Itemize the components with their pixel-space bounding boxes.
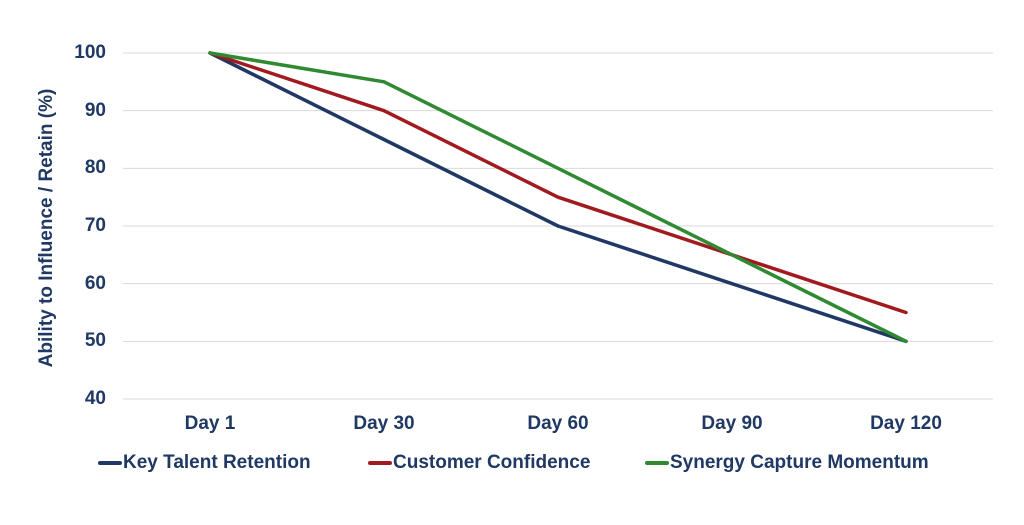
legend-swatch-icon	[98, 461, 122, 465]
x-tick-label: Day 120	[870, 413, 942, 434]
x-tick-label: Day 90	[701, 413, 763, 434]
y-tick-label: 70	[84, 215, 106, 236]
y-tick-label: 50	[84, 330, 106, 352]
legend-label: Key Talent Retention	[123, 452, 311, 473]
legend-entry: Synergy Capture Momentum	[645, 452, 929, 474]
legend-entry: Customer Confidence	[368, 452, 590, 474]
series-line	[208, 51, 908, 344]
x-tick-label: Day 30	[353, 413, 415, 434]
x-tick-label: Day 1	[184, 413, 236, 434]
x-tick-label: Day 60	[527, 413, 589, 434]
y-tick-label: 100	[74, 42, 106, 63]
y-tick-label: 80	[84, 157, 106, 179]
series-line	[208, 51, 908, 315]
legend-label: Synergy Capture Momentum	[670, 452, 929, 473]
series-lines	[208, 51, 908, 344]
series-line	[208, 51, 908, 344]
legend-label: Customer Confidence	[393, 452, 591, 473]
legend-entry: Key Talent Retention	[98, 452, 311, 474]
y-tick-label: 90	[84, 99, 106, 121]
y-tick-label: 60	[84, 272, 106, 294]
legend-swatch-icon	[645, 461, 669, 465]
legend-swatch-icon	[368, 461, 392, 465]
y-tick-label: 40	[84, 388, 106, 409]
